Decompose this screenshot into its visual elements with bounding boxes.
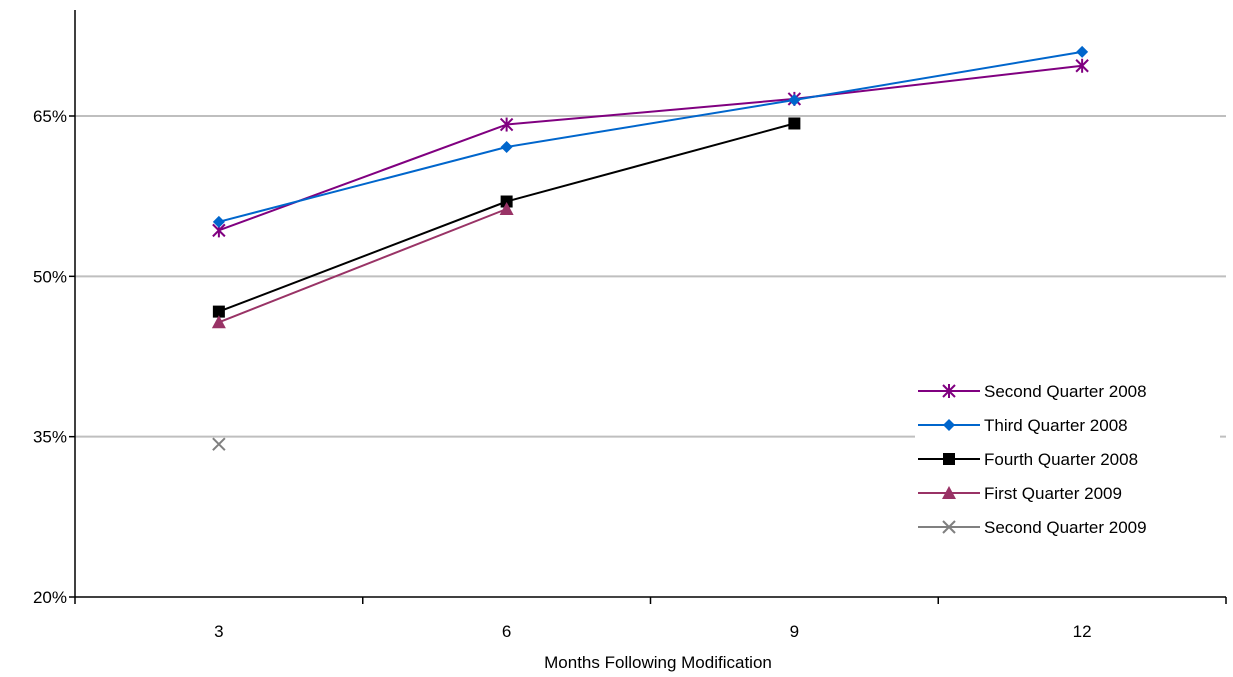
- data-point: [788, 93, 801, 106]
- x-tick-label: 3: [214, 622, 223, 641]
- data-point: [499, 201, 514, 215]
- legend-label: Third Quarter 2008: [984, 416, 1128, 435]
- legend-item: Second Quarter 2009: [918, 518, 1147, 537]
- series-third-quarter-2008: [212, 45, 1089, 228]
- legend-item: Third Quarter 2008: [918, 416, 1128, 435]
- legend-marker: [943, 453, 955, 465]
- legend-item: First Quarter 2009: [918, 484, 1122, 503]
- legend: Second Quarter 2008 Third Quarter 2008 Fou…: [915, 372, 1220, 562]
- data-point: [212, 215, 225, 228]
- x-tick-label: 6: [502, 622, 511, 641]
- y-axis-ticks: 20% 35% 50% 65%: [33, 107, 75, 607]
- legend-marker: [942, 486, 956, 499]
- legend-label: Fourth Quarter 2008: [984, 450, 1138, 469]
- legend-marker: [943, 419, 955, 431]
- series-line: [218, 64, 1083, 232]
- legend-marker: [942, 520, 956, 534]
- legend-label: First Quarter 2009: [984, 484, 1122, 503]
- y-tick-label: 65%: [33, 107, 67, 126]
- series-first-quarter-2009: [211, 201, 514, 329]
- x-axis-ticks: 3 6 9 12: [74, 597, 1227, 641]
- x-tick-label: 9: [790, 622, 799, 641]
- legend-marker: [942, 384, 956, 398]
- legend-background: [915, 372, 1220, 562]
- data-point: [500, 195, 513, 208]
- data-point: [500, 140, 513, 153]
- data-point: [1076, 45, 1089, 58]
- x-axis-title: Months Following Modification: [544, 653, 772, 672]
- x-tick-label: 12: [1073, 622, 1092, 641]
- data-point: [212, 305, 225, 318]
- series-fourth-quarter-2008: [212, 117, 801, 318]
- legend-label: Second Quarter 2008: [984, 382, 1147, 401]
- series-second-quarter-2009: [212, 437, 226, 451]
- series-second-quarter-2008: [212, 58, 1089, 238]
- y-tick-label: 35%: [33, 428, 67, 447]
- series-layer: [211, 45, 1089, 451]
- y-tick-label: 20%: [33, 588, 67, 607]
- data-point: [499, 117, 514, 132]
- series-line: [218, 50, 1083, 223]
- data-point: [212, 437, 226, 451]
- legend-label: Second Quarter 2009: [984, 518, 1147, 537]
- y-tick-label: 50%: [33, 267, 67, 286]
- series-line: [218, 208, 507, 324]
- data-point: [211, 315, 226, 329]
- data-point: [1075, 58, 1089, 73]
- legend-item: Fourth Quarter 2008: [918, 450, 1138, 469]
- legend-item: Second Quarter 2008: [918, 382, 1147, 401]
- data-point: [788, 117, 801, 130]
